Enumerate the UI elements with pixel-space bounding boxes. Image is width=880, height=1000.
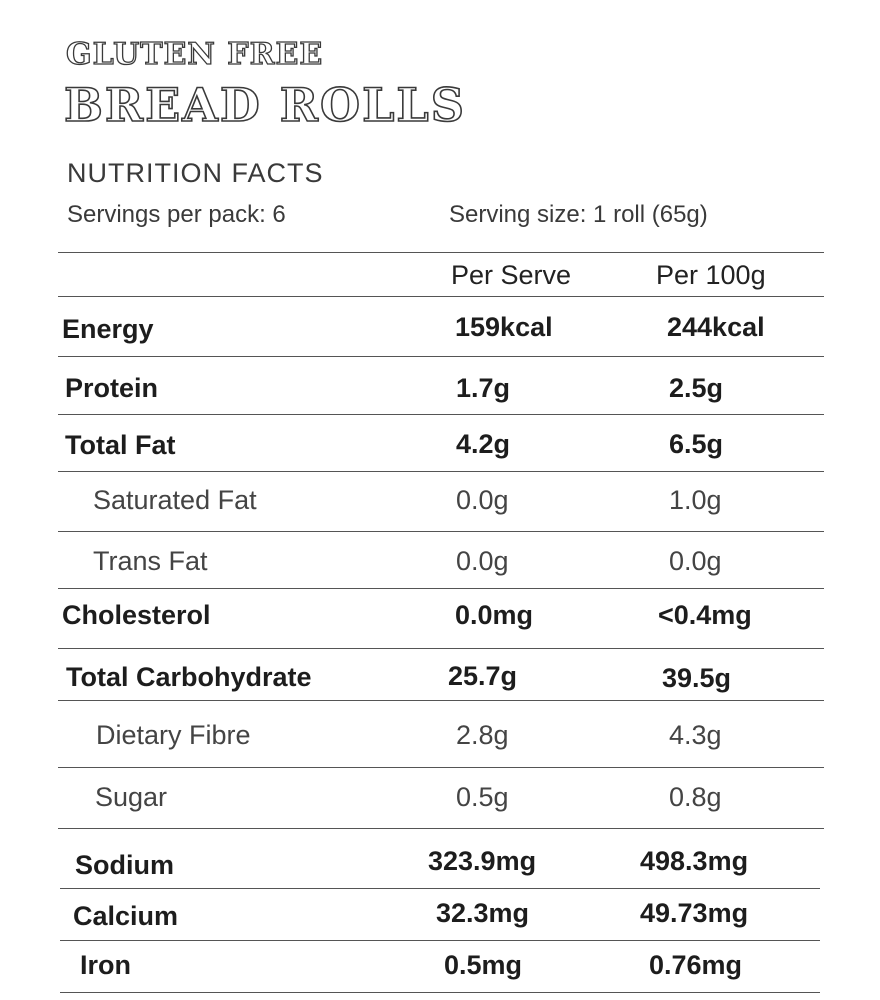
product-subtitle: GLUTEN FREE xyxy=(65,37,324,72)
nutrient-label: Saturated Fat xyxy=(93,485,257,515)
row-divider xyxy=(58,471,824,472)
nutrient-label: Total Fat xyxy=(65,430,176,460)
serving-size: Serving size: 1 roll (65g) xyxy=(449,201,708,228)
per-100g-value: 2.5g xyxy=(669,373,724,403)
per-100g-value: 6.5g xyxy=(669,429,724,459)
per-serve-value: 25.7g xyxy=(448,661,518,691)
per-100g-value: 498.3mg xyxy=(640,846,749,876)
row-divider xyxy=(58,700,824,701)
nutrient-label: Iron xyxy=(80,950,131,980)
row-divider xyxy=(58,767,824,768)
nutrition-facts-heading: NUTRITION FACTS xyxy=(67,158,324,188)
per-100g-value: 0.76mg xyxy=(649,950,743,980)
per-serve-value: 1.7g xyxy=(456,373,511,403)
row-divider xyxy=(58,531,824,532)
per-100g-value: 49.73mg xyxy=(640,898,749,928)
per-100g-value: 244kcal xyxy=(667,312,765,342)
table-bottom-rule xyxy=(60,992,820,993)
per-serve-value: 0.0g xyxy=(456,546,509,576)
nutrient-label: Protein xyxy=(65,373,159,403)
nutrient-label: Trans Fat xyxy=(93,546,208,576)
nutrient-label: Sodium xyxy=(75,850,174,880)
row-divider xyxy=(58,828,824,829)
row-divider xyxy=(58,414,824,415)
product-title: BREAD ROLLS xyxy=(63,78,466,132)
per-100g-value: 39.5g xyxy=(662,663,732,693)
column-header-per-serve: Per Serve xyxy=(451,260,572,290)
per-serve-value: 2.8g xyxy=(456,720,509,750)
per-serve-value: 0.0mg xyxy=(455,600,534,630)
per-100g-value: 1.0g xyxy=(669,485,722,515)
row-divider xyxy=(60,888,820,889)
per-serve-value: 159kcal xyxy=(455,312,553,342)
per-100g-value: 0.0g xyxy=(669,546,722,576)
per-100g-value: 4.3g xyxy=(669,720,722,750)
nutrient-label: Calcium xyxy=(73,901,179,931)
row-divider xyxy=(58,648,824,649)
per-serve-value: 32.3mg xyxy=(436,898,530,928)
table-header-rule xyxy=(58,296,824,297)
column-header-per-100g: Per 100g xyxy=(656,260,766,290)
row-divider xyxy=(58,588,824,589)
per-serve-value: 0.5mg xyxy=(444,950,523,980)
per-serve-value: 4.2g xyxy=(456,429,511,459)
nutrient-label: Cholesterol xyxy=(62,600,211,630)
per-serve-value: 0.0g xyxy=(456,485,509,515)
table-top-rule xyxy=(58,252,824,253)
nutrient-label: Energy xyxy=(62,314,154,344)
per-serve-value: 323.9mg xyxy=(428,846,537,876)
nutrient-label: Sugar xyxy=(95,782,168,812)
nutrient-label: Dietary Fibre xyxy=(96,720,251,750)
nutrient-label: Total Carbohydrate xyxy=(66,662,312,692)
row-divider xyxy=(60,940,820,941)
per-serve-value: 0.5g xyxy=(456,782,509,812)
row-divider xyxy=(58,356,824,357)
per-100g-value: <0.4mg xyxy=(658,600,752,630)
per-100g-value: 0.8g xyxy=(669,782,722,812)
servings-per-pack: Servings per pack: 6 xyxy=(67,201,286,228)
